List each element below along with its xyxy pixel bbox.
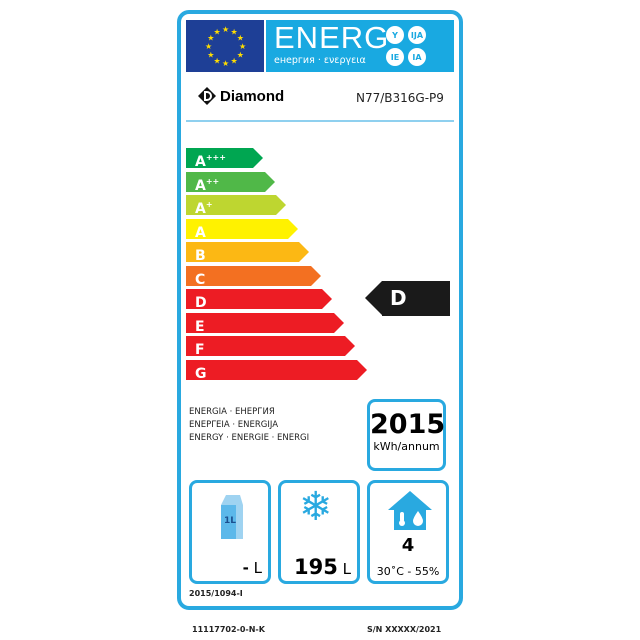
scale-class: A — [195, 154, 206, 170]
star-icon: ★ — [207, 34, 214, 43]
scale-class: B — [195, 248, 206, 264]
star-icon: ★ — [237, 34, 244, 43]
scale-bar-e: E — [186, 312, 343, 335]
scale-class: F — [195, 342, 205, 358]
climate-box: 4 30˚C - 55% — [367, 480, 449, 584]
eu-flag: ★ ★ ★ ★ ★ ★ ★ ★ ★ ★ ★ ★ — [186, 20, 264, 72]
eu-stars-icon: ★ ★★★★★★★★★★★ — [205, 25, 246, 68]
star-icon: ★ — [214, 27, 221, 36]
scale-class: A — [195, 177, 206, 194]
scale-bar-b: B — [186, 242, 309, 264]
frozen-volume: 195 L — [294, 555, 351, 579]
scale-class: A — [195, 224, 206, 241]
scale-bar-g: G — [186, 359, 366, 382]
frozen-value: 195 — [294, 555, 338, 579]
scale-class: G — [195, 365, 207, 382]
consumption-unit: kWh/annum — [373, 440, 440, 453]
carton-text: 1L — [224, 516, 236, 526]
product-code: 11117702-0-N-K — [192, 625, 265, 634]
lang-badge: IJA — [408, 26, 426, 44]
serial-number: S/N XXXXX/2021 — [367, 625, 442, 634]
lang-badge: IE — [386, 48, 404, 66]
star-icon: ★ — [239, 42, 246, 51]
lang-badge: Y — [386, 26, 404, 44]
star-icon: ★ — [222, 59, 229, 68]
chill-value: - — [242, 559, 249, 577]
energy-word-line: ENERGY · ENERGIE · ENERGI — [189, 433, 310, 443]
energy-header: ENERG енергия · ενεργεια Y IJA IE IA — [266, 20, 454, 72]
chill-box: 1L - L — [189, 480, 271, 584]
frozen-box: ❄ 195 L — [278, 480, 360, 584]
rating-arrow: D — [365, 281, 450, 316]
energy-word-line: ENERGIA · ЕНЕРГИЯ — [189, 407, 275, 417]
chill-volume: - L — [243, 559, 262, 577]
snowflake-icon: ❄ — [299, 484, 333, 530]
star-icon: ★ — [231, 57, 238, 66]
house-climate-icon — [388, 491, 432, 530]
scale-bar-appp: A+++ — [186, 148, 263, 170]
scale-plus: +++ — [205, 153, 226, 162]
scale-plus: + — [205, 200, 213, 209]
regulation: 2015/1094-I — [189, 589, 243, 598]
star-icon: ★ — [205, 42, 212, 51]
energy-label — [177, 10, 463, 610]
brand-logo: Diamond — [197, 86, 284, 106]
star-icon: ★ — [231, 27, 238, 36]
scale-plus: ++ — [205, 176, 220, 186]
consumption-box: 2015 kWh/annum — [367, 399, 446, 471]
scale-bar-app: A++ — [186, 171, 274, 194]
scale-bar-f: F — [186, 336, 355, 358]
model-number: N77/B316G-P9 — [356, 91, 444, 105]
star-icon: ★ — [214, 57, 221, 66]
energy-words: ENERGIA · ЕНЕРГИЯ ΕΝΕΡΓΕΙΑ · ENERGIJA EN… — [189, 406, 309, 445]
star-icon: ★ — [222, 25, 229, 34]
consumption-value: 2015 — [370, 409, 446, 440]
diamond-logo-icon — [198, 87, 216, 105]
scale-bar-c: C — [186, 265, 320, 288]
divider — [186, 120, 454, 122]
scale-class: C — [195, 271, 206, 288]
header-subtitle: енергия · ενεργεια — [274, 55, 366, 66]
climate-class: 4 — [401, 535, 415, 556]
scale-class: A — [195, 201, 206, 217]
climate-conditions: 30˚C - 55% — [376, 565, 440, 578]
brand-name: Diamond — [220, 87, 285, 105]
header-title: ENERG — [274, 20, 390, 55]
scale-bar-a: A — [186, 218, 297, 241]
milk-carton-icon: 1L — [221, 495, 243, 539]
scale-bar-ap: A+ — [186, 195, 286, 217]
scale-bar-d: D — [186, 289, 332, 311]
star-icon: ★ — [237, 51, 244, 60]
lang-badge: IA — [408, 48, 426, 66]
energy-word-line: ΕΝΕΡΓΕΙΑ · ENERGIJA — [189, 420, 279, 430]
scale-class: E — [195, 318, 205, 335]
scale-class: D — [195, 295, 207, 311]
chill-unit: L — [253, 559, 262, 577]
frozen-unit: L — [342, 560, 351, 578]
star-icon: ★ — [207, 51, 214, 60]
